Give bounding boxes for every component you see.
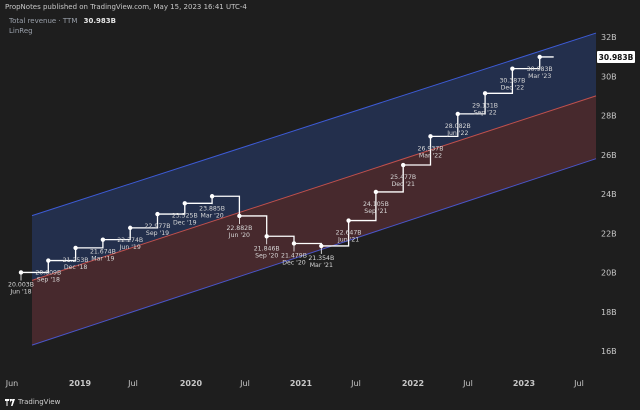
series-value: 30.983B [83,17,116,25]
x-tick-label: Jul [462,379,473,388]
data-date-label: Dec '22 [501,85,525,92]
last-value-label: 30.983B [599,53,634,62]
data-point [209,194,215,199]
footer-brand: TradingView [18,398,61,406]
data-date-label: Sep '22 [473,109,496,116]
data-date-label: Mar '20 [200,212,223,219]
data-date-label: Jun '20 [228,232,250,239]
x-tick-label: 2022 [402,379,424,388]
data-date-label: Jun '18 [9,288,31,295]
data-point [73,245,78,251]
data-point [291,241,297,246]
data-point [455,111,460,117]
regression-lower-band [32,95,596,346]
data-point [100,237,106,242]
data-value-label: 22.274B [117,237,143,244]
data-date-label: Dec '18 [64,264,88,271]
data-value-label: 22.977B [145,223,171,230]
y-tick-label: 18B [601,308,617,317]
x-tick-label: Jul [350,379,361,388]
data-value-label: 21.674B [90,249,116,256]
x-tick-label: Jul [127,379,138,388]
data-point [128,225,133,231]
data-date-label: Jun '21 [337,237,359,244]
data-point [401,162,406,168]
data-point [182,201,187,206]
data-date-label: Sep '20 [255,252,278,259]
x-tick-label: Jun [5,379,19,388]
regression-lower-line [31,158,597,346]
data-point [264,234,269,239]
series-legend[interactable]: Total revenue · TTM 30.983B [9,17,116,25]
data-point [46,258,51,263]
data-value-label: 21.479B [281,252,307,259]
y-tick-label: 28B [601,112,617,121]
y-tick-label: 30B [601,72,617,81]
data-value-label: 21.846B [254,245,280,252]
data-date-label: Mar '19 [91,256,114,263]
revenue-step-line [21,56,554,274]
data-date-label: Dec '19 [173,219,197,226]
data-date-label: Sep '19 [146,230,169,237]
data-date-label: Dec '20 [282,259,306,266]
data-value-label: 20.003B [8,281,34,288]
x-tick-label: 2023 [513,379,535,388]
y-tick-label: 24B [601,190,617,199]
footer[interactable]: TradingView [5,398,60,406]
data-value-label: 25.477B [390,174,416,181]
data-point [346,218,351,223]
publish-line: PropNotes published on TradingView.com, … [5,3,247,11]
data-value-label: 30.387B [499,78,525,85]
data-point [237,213,242,219]
last-value-badge [597,50,635,63]
data-date-label: Sep '21 [364,208,387,215]
x-tick-label: 2019 [69,379,92,388]
data-date-label: Dec '21 [391,181,415,188]
x-tick-label: Jul [573,379,584,388]
data-value-label: 30.983B [527,66,553,73]
tradingview-logo-icon [5,398,15,406]
regression-upper-band [32,33,596,281]
data-point [482,91,488,96]
regression-upper-line [31,32,597,217]
x-tick-label: 2020 [180,379,203,388]
data-value-label: 21.253B [63,257,89,264]
data-point [155,211,160,217]
series-label: Total revenue · TTM [9,17,78,25]
data-value-label: 23.525B [172,212,198,219]
y-tick-label: 16B [601,347,617,356]
data-value-label: 29.131B [472,102,498,109]
data-date-label: Sep '18 [37,277,60,284]
data-date-label: Jun '22 [446,130,468,137]
data-point [537,54,542,60]
x-tick-label: Jul [239,379,250,388]
regression-mid-line [31,95,597,281]
x-tick-label: 2021 [290,379,313,388]
data-value-label: 23.885B [199,205,225,212]
data-date-label: Jun '19 [119,244,141,251]
data-date-label: Mar '21 [310,262,333,269]
y-tick-label: 32B [601,33,617,42]
data-value-label: 24.105B [363,201,389,208]
indicator-legend[interactable]: LinReg [9,27,33,35]
data-value-label: 21.354B [308,255,334,262]
data-point [510,66,515,71]
data-date-label: Mar '22 [419,152,442,159]
data-value-label: 28.082B [445,123,471,130]
data-point [373,189,379,195]
y-tick-label: 26B [601,151,617,160]
data-value-label: 22.647B [336,230,362,237]
data-point [18,270,24,275]
y-tick-label: 20B [601,269,617,278]
data-value-label: 20.609B [35,270,61,277]
y-tick-label: 22B [601,229,617,238]
data-value-label: 22.882B [226,225,252,232]
data-value-label: 26.937B [418,145,444,152]
data-point [428,134,433,139]
data-point [319,243,324,249]
data-date-label: Mar '23 [528,73,551,80]
